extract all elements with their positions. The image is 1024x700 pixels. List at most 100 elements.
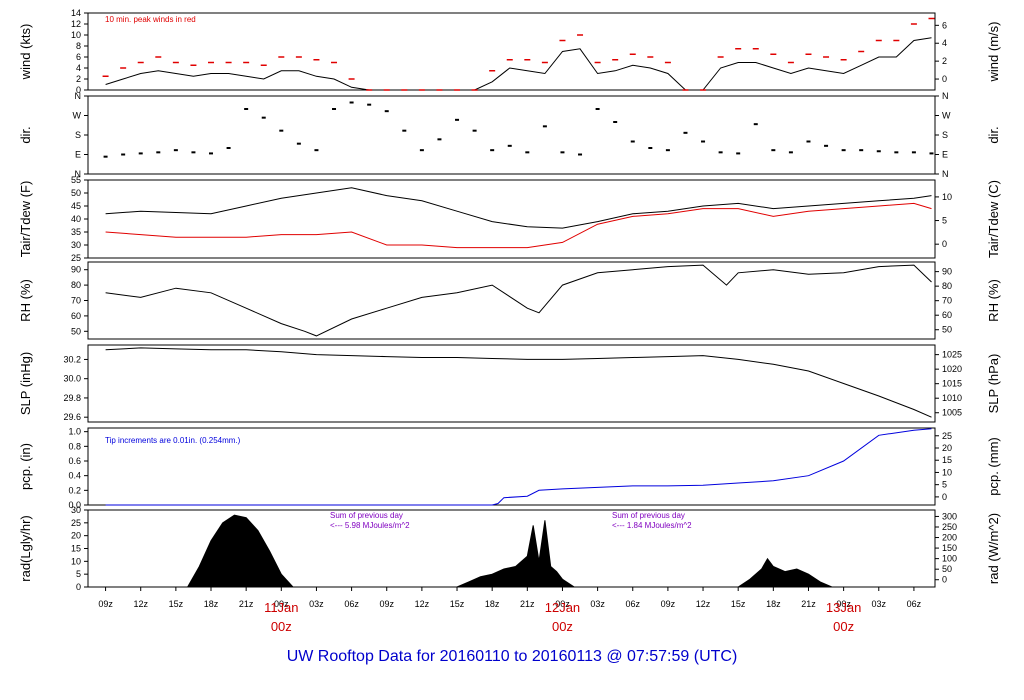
slp-ylabel: SLP (inHg) xyxy=(18,352,33,415)
x-tick-label: 06z xyxy=(625,599,640,609)
rad-ylabel-right: rad (W/m^2) xyxy=(986,513,1001,584)
rad-ytick-right-label: 250 xyxy=(942,522,957,532)
pcp-ytick-label: 0.0 xyxy=(68,500,81,510)
x-tick-label: 15z xyxy=(731,599,746,609)
day-label-hour: 00z xyxy=(833,619,854,634)
slp-ytick-right-label: 1025 xyxy=(942,350,962,360)
x-tick-label: 09z xyxy=(661,599,676,609)
rh-frame xyxy=(87,261,936,340)
wind-ytick-label: 2 xyxy=(76,74,81,84)
day-label-date: 13Jan xyxy=(826,600,861,615)
wind-ylabel: wind (kts) xyxy=(18,24,33,81)
temp-series-line xyxy=(105,187,932,229)
x-tick-label: 18z xyxy=(204,599,219,609)
rh-ytick-right-label: 90 xyxy=(942,267,952,277)
rh-ytick-right-label: 80 xyxy=(942,281,952,291)
x-tick-label: 06z xyxy=(907,599,922,609)
x-tick-label: 03z xyxy=(309,599,324,609)
dir-ytick-label: N xyxy=(75,91,82,101)
rad-annotation: <--- 1.84 MJoules/m^2 xyxy=(612,521,692,530)
rad-ytick-right-label: 200 xyxy=(942,533,957,543)
rad-annotation: Sum of previous day xyxy=(612,511,685,520)
x-tick-label: 09z xyxy=(98,599,113,609)
rad-ytick-right-label: 100 xyxy=(942,554,957,564)
wind-ytick-label: 0 xyxy=(76,85,81,95)
x-tick-label: 18z xyxy=(766,599,781,609)
wind-ytick-right-label: 0 xyxy=(942,74,947,84)
x-tick-label: 03z xyxy=(590,599,605,609)
wind-ytick-label: 10 xyxy=(71,30,81,40)
slp-ytick-right-label: 1005 xyxy=(942,408,962,418)
rad-ytick-right-label: 150 xyxy=(942,543,957,553)
temp-ytick-label: 30 xyxy=(71,240,81,250)
temp-ytick-label: 25 xyxy=(71,253,81,263)
rad-ytick-label: 0 xyxy=(76,582,81,592)
day-label-hour: 00z xyxy=(552,619,573,634)
slp-ylabel-right: SLP (hPa) xyxy=(986,354,1001,414)
slp-ytick-label: 29.6 xyxy=(63,412,81,422)
dir-ytick-right-label: E xyxy=(942,150,948,160)
rh-ytick-label: 60 xyxy=(71,311,81,321)
rad-annotation: <--- 5.98 MJoules/m^2 xyxy=(330,521,410,530)
temp-ytick-label: 40 xyxy=(71,214,81,224)
dir-ytick-label: W xyxy=(73,111,82,121)
slp-ytick-right-label: 1020 xyxy=(942,364,962,374)
temp-ytick-right-label: 5 xyxy=(942,216,947,226)
slp-ytick-label: 30.0 xyxy=(63,374,81,384)
rh-ytick-right-label: 50 xyxy=(942,325,952,335)
pcp-ytick-right-label: 25 xyxy=(942,431,952,441)
temp-ylabel-right: Tair/Tdew (C) xyxy=(986,180,1001,258)
x-tick-label: 12z xyxy=(696,599,711,609)
slp-ytick-label: 29.8 xyxy=(63,393,81,403)
x-tick-label: 12z xyxy=(415,599,430,609)
wind-ytick-right-label: 2 xyxy=(942,56,947,66)
wind-ytick-label: 6 xyxy=(76,52,81,62)
rad-area xyxy=(186,514,295,588)
x-tick-label: 15z xyxy=(450,599,465,609)
pcp-ylabel: pcp. (in) xyxy=(18,443,33,490)
temp-ytick-label: 35 xyxy=(71,227,81,237)
pcp-ytick-label: 0.2 xyxy=(68,485,81,495)
temp-ytick-label: 55 xyxy=(71,175,81,185)
page-title: UW Rooftop Data for 20160110 to 20160113… xyxy=(286,648,738,665)
x-tick-label: 00z xyxy=(555,599,570,609)
pcp-ytick-right-label: 0 xyxy=(942,492,947,502)
rh-ylabel-right: RH (%) xyxy=(986,279,1001,322)
slp-ytick-right-label: 1010 xyxy=(942,393,962,403)
rad-ytick-right-label: 0 xyxy=(942,575,947,585)
x-tick-label: 15z xyxy=(169,599,184,609)
wind-ytick-label: 4 xyxy=(76,63,81,73)
rad-ytick-label: 25 xyxy=(71,518,81,528)
slp-ytick-label: 30.2 xyxy=(63,354,81,364)
slp-ytick-right-label: 1015 xyxy=(942,379,962,389)
temp-frame xyxy=(87,179,936,259)
temp-ytick-right-label: 0 xyxy=(942,239,947,249)
pcp-ytick-right-label: 20 xyxy=(942,443,952,453)
rad-ytick-label: 15 xyxy=(71,544,81,554)
dir-ytick-label: E xyxy=(75,150,81,160)
wind-ylabel-right: wind (m/s) xyxy=(986,22,1001,83)
rad-ytick-right-label: 50 xyxy=(942,564,952,574)
slp-frame xyxy=(87,344,936,423)
wind-ytick-right-label: 4 xyxy=(942,38,947,48)
rh-ytick-label: 70 xyxy=(71,296,81,306)
dir-ylabel-right: dir. xyxy=(986,126,1001,143)
rh-ytick-label: 90 xyxy=(71,265,81,275)
pcp-ytick-label: 0.4 xyxy=(68,471,81,481)
dir-ytick-label: N xyxy=(75,169,82,179)
rad-ytick-label: 20 xyxy=(71,531,81,541)
wind-ytick-label: 12 xyxy=(71,19,81,29)
x-tick-label: 21z xyxy=(520,599,535,609)
rh-ytick-label: 50 xyxy=(71,326,81,336)
rad-area xyxy=(456,520,576,588)
x-tick-label: 00z xyxy=(836,599,851,609)
pcp-ytick-label: 1.0 xyxy=(68,427,81,437)
dir-ytick-right-label: W xyxy=(942,111,951,121)
x-tick-label: 00z xyxy=(274,599,289,609)
rad-ytick-right-label: 300 xyxy=(942,511,957,521)
rh-ylabel: RH (%) xyxy=(18,279,33,322)
x-tick-label: 03z xyxy=(872,599,887,609)
dir-ylabel: dir. xyxy=(18,126,33,143)
temp-ytick-label: 50 xyxy=(71,188,81,198)
dir-frame xyxy=(87,95,936,175)
